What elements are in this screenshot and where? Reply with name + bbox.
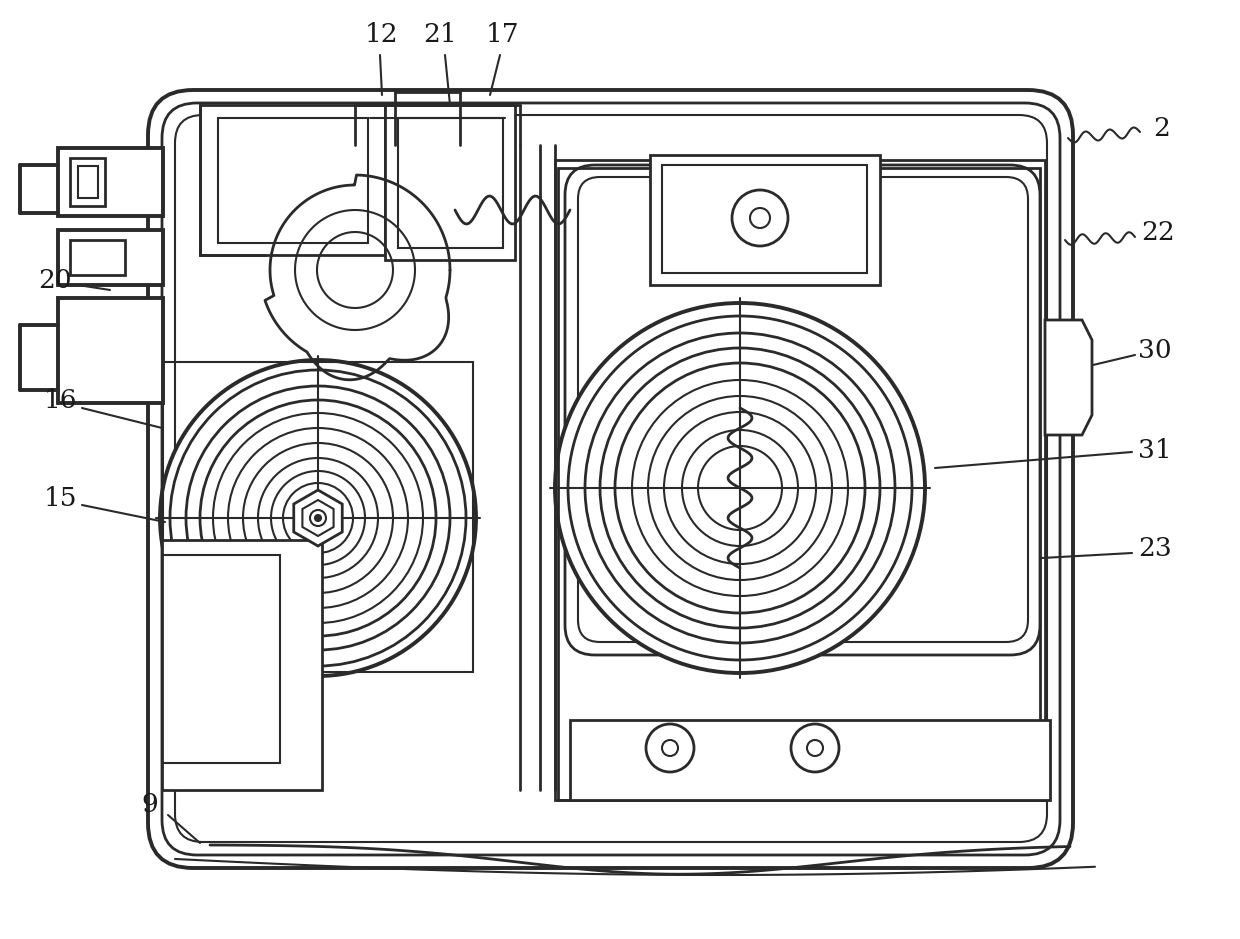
Text: 31: 31 <box>1138 438 1172 463</box>
Text: 9: 9 <box>141 793 159 818</box>
Bar <box>556 160 1045 800</box>
Text: 2: 2 <box>1153 115 1171 141</box>
Text: 15: 15 <box>43 485 77 511</box>
Bar <box>218 118 368 243</box>
Bar <box>384 105 515 260</box>
Text: 21: 21 <box>423 23 456 48</box>
Circle shape <box>807 740 823 756</box>
Bar <box>58 298 162 403</box>
Circle shape <box>732 190 787 246</box>
Bar <box>69 158 105 206</box>
Circle shape <box>310 510 326 526</box>
Text: 17: 17 <box>486 23 520 48</box>
Bar <box>650 155 880 285</box>
Text: 20: 20 <box>38 268 72 293</box>
Polygon shape <box>1045 320 1092 435</box>
Bar <box>398 118 503 248</box>
Circle shape <box>160 360 476 676</box>
Polygon shape <box>303 500 334 536</box>
Bar <box>58 230 162 285</box>
Bar <box>162 362 472 672</box>
Bar <box>78 166 98 198</box>
Bar <box>69 240 125 275</box>
Bar <box>162 540 322 790</box>
Bar <box>558 168 1040 800</box>
Polygon shape <box>294 490 342 546</box>
Text: 30: 30 <box>1138 337 1172 362</box>
Text: 16: 16 <box>43 388 77 412</box>
Bar <box>570 720 1050 800</box>
Bar <box>58 148 162 216</box>
Circle shape <box>556 303 925 673</box>
Text: 12: 12 <box>366 23 399 48</box>
Bar <box>200 105 384 255</box>
Bar <box>162 555 280 763</box>
Circle shape <box>646 724 694 772</box>
Text: 22: 22 <box>1141 220 1174 244</box>
Circle shape <box>315 515 321 521</box>
Circle shape <box>791 724 839 772</box>
Bar <box>662 165 867 273</box>
Circle shape <box>662 740 678 756</box>
Circle shape <box>750 208 770 228</box>
FancyBboxPatch shape <box>148 90 1073 868</box>
Text: 23: 23 <box>1138 535 1172 561</box>
